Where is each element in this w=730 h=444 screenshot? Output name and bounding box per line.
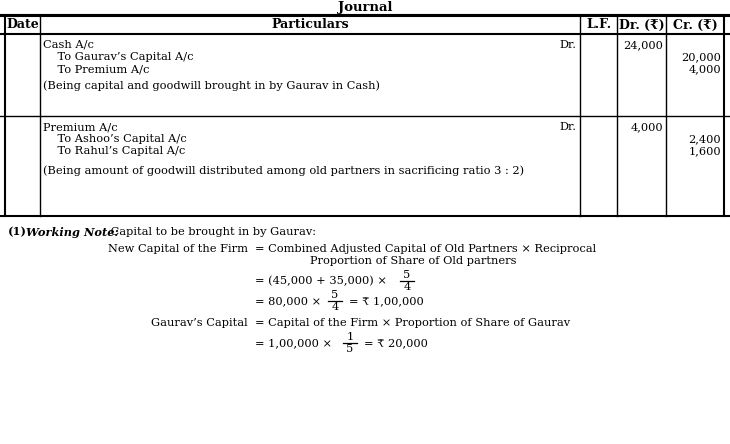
Text: To Rahul’s Capital A/c: To Rahul’s Capital A/c	[43, 146, 185, 156]
Text: Dr.: Dr.	[559, 40, 576, 50]
Text: 5: 5	[404, 270, 410, 280]
Text: Gaurav’s Capital: Gaurav’s Capital	[151, 318, 248, 328]
Text: 5: 5	[346, 344, 353, 354]
Text: Particulars: Particulars	[271, 19, 349, 32]
Text: L.F.: L.F.	[586, 19, 611, 32]
Text: 4,000: 4,000	[631, 122, 663, 132]
Text: Dr.: Dr.	[559, 122, 576, 132]
Text: = ₹ 1,00,000: = ₹ 1,00,000	[349, 296, 423, 306]
Text: = (45,000 + 35,000) ×: = (45,000 + 35,000) ×	[255, 276, 387, 286]
Text: 4: 4	[404, 282, 410, 292]
Text: 5: 5	[331, 290, 339, 300]
Text: (1): (1)	[8, 226, 27, 238]
Text: = 80,000 ×: = 80,000 ×	[255, 296, 321, 306]
Text: 24,000: 24,000	[623, 40, 663, 50]
Text: 4,000: 4,000	[688, 64, 721, 74]
Text: Cr. (₹): Cr. (₹)	[672, 19, 718, 32]
Text: (Being capital and goodwill brought in by Gaurav in Cash): (Being capital and goodwill brought in b…	[43, 81, 380, 91]
Text: Working Note:: Working Note:	[26, 226, 119, 238]
Text: = ₹ 20,000: = ₹ 20,000	[364, 338, 428, 348]
Text: To Premium A/c: To Premium A/c	[43, 64, 150, 74]
Text: = Capital of the Firm × Proportion of Share of Gaurav: = Capital of the Firm × Proportion of Sh…	[255, 318, 570, 328]
Text: Premium A/c: Premium A/c	[43, 122, 118, 132]
Text: To Ashoo’s Capital A/c: To Ashoo’s Capital A/c	[43, 134, 187, 144]
Text: Date: Date	[6, 19, 39, 32]
Text: New Capital of the Firm: New Capital of the Firm	[108, 244, 248, 254]
Text: Proportion of Share of Old partners: Proportion of Share of Old partners	[310, 256, 517, 266]
Text: = 1,00,000 ×: = 1,00,000 ×	[255, 338, 332, 348]
Text: To Gaurav’s Capital A/c: To Gaurav’s Capital A/c	[43, 52, 193, 62]
Text: Dr. (₹): Dr. (₹)	[619, 19, 664, 32]
Text: 1: 1	[346, 332, 353, 342]
Text: 4: 4	[331, 302, 339, 312]
Text: (Being amount of goodwill distributed among old partners in sacrificing ratio 3 : (Being amount of goodwill distributed am…	[43, 166, 524, 176]
Text: Cash A/c: Cash A/c	[43, 40, 94, 50]
Text: 20,000: 20,000	[681, 52, 721, 62]
Text: = Combined Adjusted Capital of Old Partners × Reciprocal: = Combined Adjusted Capital of Old Partn…	[255, 244, 596, 254]
Text: 2,400: 2,400	[688, 134, 721, 144]
Text: Capital to be brought in by Gaurav:: Capital to be brought in by Gaurav:	[107, 227, 316, 237]
Text: 1,600: 1,600	[688, 146, 721, 156]
Text: Journal: Journal	[338, 1, 392, 15]
